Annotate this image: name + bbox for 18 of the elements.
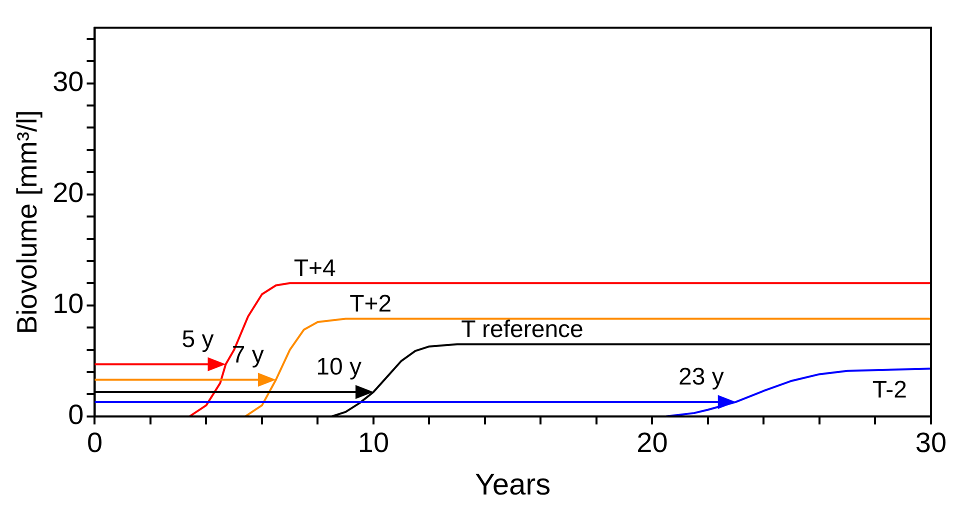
y-tick-label: 30 <box>52 66 84 98</box>
annotation: 7 y <box>232 341 264 368</box>
x-tick-label: 10 <box>358 426 390 458</box>
x-tick-label: 0 <box>86 426 103 458</box>
annotation: 23 y <box>678 364 724 391</box>
annotation: 5 y <box>182 326 214 353</box>
y-axis-title: Biovolume [mm³/l] <box>12 110 43 334</box>
y-tick-label: 0 <box>68 399 84 430</box>
annotation: 10 y <box>316 354 362 381</box>
x-tick-label: 30 <box>915 426 947 458</box>
y-tick-label: 20 <box>52 177 84 208</box>
x-tick-label: 20 <box>636 426 668 458</box>
series-label: T+4 <box>294 254 336 282</box>
series-label: T+2 <box>350 290 392 318</box>
series-label: T-2 <box>872 376 908 404</box>
y-tick-label: 10 <box>52 288 84 320</box>
x-axis-title: Years <box>475 468 551 502</box>
series-label: T reference <box>461 316 584 343</box>
